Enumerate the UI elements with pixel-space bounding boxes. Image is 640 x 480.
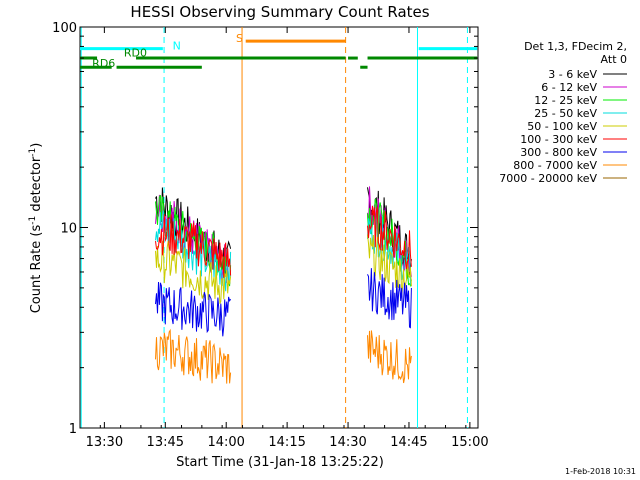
x-tick-label-2: 14:00 [207, 435, 244, 450]
footer-date: 1-Feb-2018 10:31 [565, 467, 636, 476]
series-4-segment-0 [155, 239, 232, 304]
series-5-segment-1 [367, 205, 412, 269]
legend-label-3: 25 - 50 keV [534, 107, 597, 120]
series-7-segment-1 [367, 330, 412, 384]
series-5-segment-0 [155, 214, 232, 278]
y-axis-ticks: 1 10 100 [52, 21, 478, 437]
legend-label-2: 12 - 25 keV [534, 94, 597, 107]
y-tick-label-2: 100 [52, 21, 77, 36]
x-tick-label-3: 14:15 [268, 435, 305, 450]
x-tick-label-4: 14:30 [329, 435, 366, 450]
status-flag-bars: N S RD0 RD6 [80, 32, 478, 70]
series-7-segment-0 [155, 328, 232, 384]
y-tick-label-0: 1 [69, 422, 77, 437]
flag-label-rd6: RD6 [92, 57, 115, 70]
legend-label-0: 3 - 6 keV [548, 68, 597, 81]
legend-header-line2: Att 0 [601, 53, 627, 66]
series-6-segment-0 [155, 281, 232, 337]
flag-label-n: N [173, 40, 181, 53]
flag-label-s: S [236, 32, 243, 45]
x-tick-label-0: 13:30 [86, 435, 123, 450]
x-tick-label-1: 13:45 [147, 435, 184, 450]
legend-label-6: 300 - 800 keV [520, 146, 597, 159]
series-6-segment-1 [367, 268, 412, 329]
flag-label-rd0: RD0 [124, 47, 147, 60]
legend-label-7: 800 - 7000 keV [513, 159, 597, 172]
legend-label-8: 7000 - 20000 keV [499, 172, 597, 185]
legend-label-4: 50 - 100 keV [527, 120, 597, 133]
x-tick-label-6: 15:00 [451, 435, 488, 450]
x-axis-ticks: 13:30 13:45 14:00 14:15 14:30 14:45 15:00 [79, 27, 489, 450]
x-tick-label-5: 14:45 [390, 435, 427, 450]
legend-label-5: 100 - 300 keV [520, 133, 597, 146]
y-tick-label-1: 10 [60, 222, 77, 237]
legend-header-line1: Det 1,3, FDecim 2, [524, 40, 627, 53]
y-axis-label: Count Rate (s-1 detector-1) [28, 143, 44, 314]
legend-label-1: 6 - 12 keV [541, 81, 597, 94]
event-marker-lines [80, 27, 468, 428]
series-3-segment-0 [155, 210, 232, 292]
data-series [155, 186, 412, 384]
x-axis-label: Start Time (31-Jan-18 13:25:22) [176, 455, 384, 470]
chart-title: HESSI Observing Summary Count Rates [130, 3, 429, 21]
